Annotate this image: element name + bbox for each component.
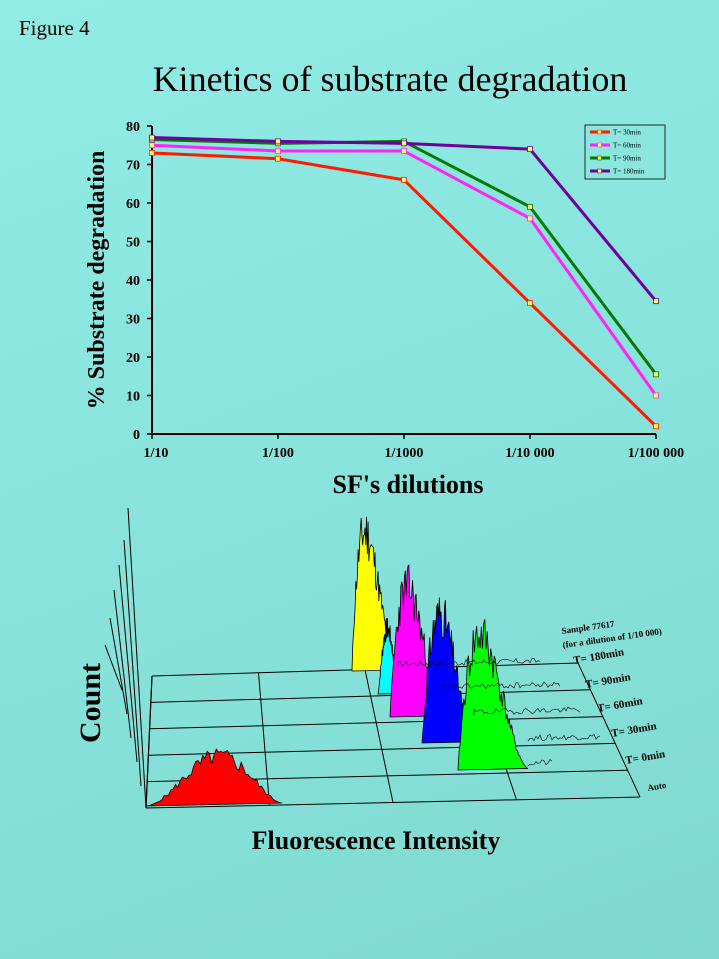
data-point — [149, 134, 155, 141]
line-chart-legend: T= 30min T= 60min T= 90min T= 180min — [584, 124, 666, 180]
wall-line — [113, 589, 132, 739]
grid-col-line — [258, 672, 270, 806]
wall-line — [104, 644, 123, 691]
legend-marker — [597, 129, 602, 135]
data-point — [275, 138, 281, 145]
y-tick-label: 50 — [126, 236, 140, 251]
wall-line — [109, 617, 128, 715]
data-point — [527, 215, 533, 222]
legend-marker — [597, 168, 602, 174]
histogram-peaks — [145, 516, 601, 807]
y-tick-label: 80 — [126, 120, 140, 135]
legend-marker — [597, 155, 602, 161]
y-tick-label: 30 — [126, 313, 140, 328]
data-point — [653, 371, 659, 378]
histogram-peak — [457, 619, 529, 771]
legend-label: T= 180min — [613, 168, 645, 176]
count-axis-label: Count — [74, 663, 107, 743]
histogram-peak — [145, 748, 283, 807]
y-tick-label: 20 — [126, 351, 140, 366]
chart-title: Kinetics of substrate degradation — [152, 59, 628, 99]
data-point — [401, 148, 407, 154]
legend-marker — [597, 142, 602, 148]
grid-col-line — [577, 662, 641, 798]
grid-col-line — [364, 669, 394, 803]
data-point — [401, 140, 407, 147]
data-point — [149, 142, 155, 149]
x-tick-label: 1/100 000 — [628, 446, 684, 461]
x-tick-label: 1/1000 — [385, 446, 424, 461]
data-point — [401, 176, 407, 183]
data-point — [527, 203, 533, 210]
x-tick-label: 1/100 — [262, 446, 294, 461]
x-tick-label: 1/10 — [144, 446, 169, 461]
legend-label: T= 60min — [613, 142, 641, 150]
row-label: T= 0min — [624, 748, 666, 767]
y-axis-label: % Substrate degradation — [84, 151, 110, 410]
histogram-tail — [527, 733, 601, 742]
y-tick-label: 10 — [126, 390, 140, 405]
row-label: T= 60min — [596, 695, 643, 715]
data-point — [653, 392, 659, 399]
legend-label: T= 30min — [613, 129, 641, 137]
row-label: T= 90min — [584, 671, 631, 691]
x-axis-label: SF's dilutions — [332, 470, 483, 499]
row-label: Auto — [647, 780, 668, 793]
histogram-tail — [527, 759, 553, 766]
y-tick-label: 0 — [133, 428, 140, 443]
depth-axis-line — [145, 675, 153, 809]
fluorescence-axis-label: Fluorescence Intensity — [252, 826, 501, 855]
legend-box — [584, 124, 666, 180]
legend-label: T= 90min — [613, 155, 641, 163]
histogram-tail — [443, 681, 561, 690]
line-chart-axes: 0 10 20 30 40 50 60 70 80 1/10 1/100 1/1000 1/10 000… — [126, 120, 684, 461]
wall-line — [118, 564, 138, 763]
y-tick-label: 70 — [126, 159, 140, 174]
x-tick-label: 1/10 000 — [505, 446, 554, 461]
data-point — [527, 146, 533, 153]
wall-line — [123, 539, 142, 787]
histogram-tail — [473, 706, 581, 715]
data-point — [527, 300, 533, 307]
data-point — [653, 423, 659, 430]
y-tick-label: 60 — [126, 197, 140, 212]
series-line — [151, 137, 658, 376]
data-point — [275, 155, 281, 162]
data-point — [653, 298, 659, 305]
data-point — [149, 150, 155, 156]
row-label: T= 30min — [610, 720, 657, 740]
data-point — [275, 148, 281, 154]
line-chart-series — [149, 134, 659, 430]
histogram-tail — [397, 657, 541, 668]
row-label: T= 180min — [572, 646, 625, 667]
series-line — [151, 136, 658, 303]
y-tick-label: 40 — [126, 274, 140, 289]
wall-line — [127, 507, 147, 809]
figure-label: Figure 4 — [19, 16, 90, 40]
